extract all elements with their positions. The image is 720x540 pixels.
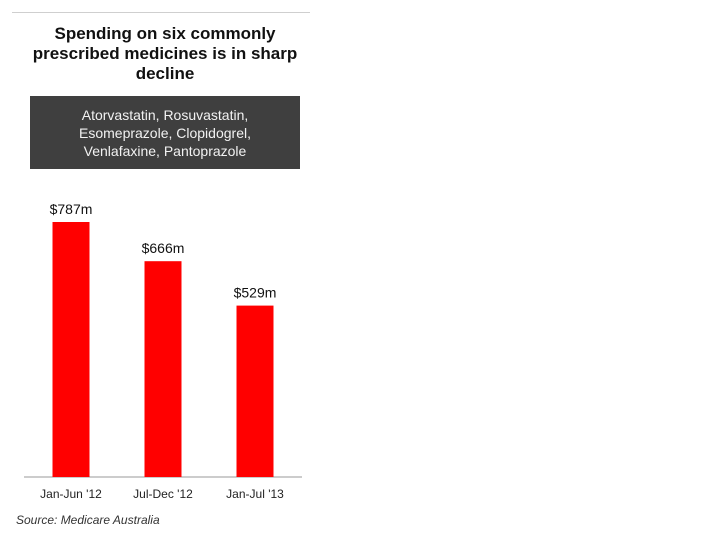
top-rule bbox=[12, 12, 310, 13]
bar-3 bbox=[236, 305, 274, 477]
chart-title: Spending on six commonly prescribed medi… bbox=[32, 24, 298, 83]
bars-group: $787m Jan-Jun '12 $666m Jul-Dec '12 $529m Jan… bbox=[40, 201, 284, 501]
value-label-1: $787m bbox=[50, 201, 93, 217]
bar-2 bbox=[144, 261, 182, 477]
source-note: Source: Medicare Australia bbox=[16, 513, 160, 527]
x-tick-label-3: Jan-Jul '13 bbox=[226, 487, 284, 501]
value-label-3: $529m bbox=[234, 285, 277, 301]
x-tick-label-2: Jul-Dec '12 bbox=[133, 487, 193, 501]
x-tick-label-1: Jan-Jun '12 bbox=[40, 487, 102, 501]
bar-1 bbox=[52, 222, 90, 477]
subtitle-text: Atorvastatin, Rosuvastatin, Esomeprazole… bbox=[79, 106, 251, 159]
subtitle-box: Atorvastatin, Rosuvastatin, Esomeprazole… bbox=[30, 96, 300, 169]
value-label-2: $666m bbox=[142, 240, 185, 256]
